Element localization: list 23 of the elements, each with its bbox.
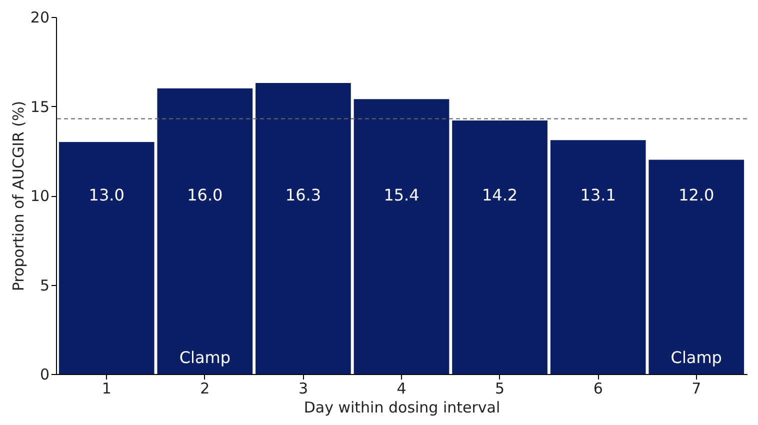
y-axis-title: Proportion of AUCGIR (%) <box>9 100 28 292</box>
data-label: 13.1 <box>580 186 616 204</box>
y-tick-label: 10 <box>30 187 50 205</box>
y-tick-label: 0 <box>40 366 50 384</box>
y-tick-label: 20 <box>30 8 50 26</box>
annotation: Clamp <box>179 348 230 367</box>
data-label: 16.3 <box>285 186 322 204</box>
data-label: 13.0 <box>88 186 124 204</box>
x-axis-title: Day within dosing interval <box>304 398 500 416</box>
data-label: 15.4 <box>384 186 420 204</box>
data-label: 14.2 <box>482 186 518 204</box>
y-tick-label: 15 <box>30 98 50 116</box>
x-tick-label: 5 <box>495 380 505 398</box>
data-label: 16.0 <box>187 186 223 204</box>
x-tick-label: 1 <box>102 380 112 398</box>
x-tick-label: 4 <box>396 380 406 398</box>
x-tick-label: 2 <box>200 380 210 398</box>
x-tick-label: 7 <box>692 380 702 398</box>
x-tick-label: 6 <box>593 380 603 398</box>
annotation: Clamp <box>670 348 722 367</box>
x-tick-label: 3 <box>298 380 308 398</box>
data-label: 12.0 <box>678 186 714 204</box>
y-tick-label: 5 <box>40 276 50 294</box>
